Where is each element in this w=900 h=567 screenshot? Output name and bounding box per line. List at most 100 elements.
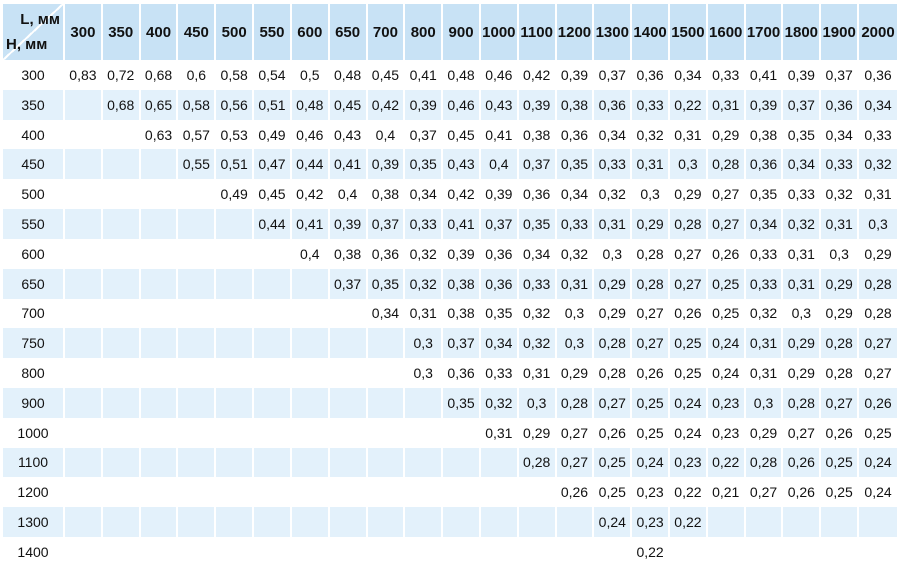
table-cell: 0,51 [254,89,292,120]
table-cell: 0,27 [632,298,670,329]
table-cell: 0,25 [864,424,892,441]
table-cell: 0,26 [557,477,595,508]
table-cell [670,537,708,567]
table-cell: 0,24 [859,447,897,478]
table-cell [405,537,444,567]
table-cell: 0,38 [368,179,406,210]
table-row: 1300 0,24 0,23 0,22 [3,507,897,537]
table-cell: 0,43 [443,149,481,180]
column-header: 1900 [821,4,860,60]
table-cell: 0,44 [254,209,292,239]
column-header: 1100 [518,4,557,60]
table-cell: 0,39 [443,238,481,269]
table-cell [65,268,103,299]
table-body: 300 0,83 0,72 0,68 0,6 0,58 0,54 0,5 0,48 0,45 0,4… [3,60,897,567]
table-cell: 0,58 [216,60,255,90]
table-cell: 0,24 [708,358,746,388]
table-cell: 0,4 [292,238,330,269]
table-cell [140,209,179,239]
table-cell [368,417,406,448]
table-cell: 0,29 [864,245,892,262]
table-cell [178,238,217,269]
table-cell: 0,37 [783,89,822,120]
table-cell: 0,33 [708,60,746,90]
table-cell [368,477,406,508]
row-label: 1200 [3,477,65,508]
table-cell: 0,38 [556,89,595,120]
table-cell [405,387,444,418]
table-cell: 0,46 [481,60,519,90]
table-cell: 0,28 [594,358,633,388]
table-cell: 0,34 [519,238,557,269]
table-cell: 0,33 [556,209,595,239]
table-cell: 0,27 [746,477,784,508]
table-cell: 0,33 [821,149,860,180]
table-row: 1000 0,31 0,29 0,27 0,26 0,25 0,24 0,23 0,29 0,27… [3,417,897,448]
table-cell: 0,32 [557,238,595,269]
table-cell: 0,39 [481,179,519,210]
table-cell: 0,22 [632,537,670,567]
table-cell [443,417,481,448]
row-axis-label: Н, мм [6,36,48,53]
table-cell: 0,28 [632,268,670,299]
table-cell [178,179,217,210]
table-cell: 0,28 [783,387,822,418]
column-header: 2000 [859,4,897,60]
table-cell: 0,68 [102,89,141,120]
table-cell: 0,32 [594,179,633,210]
table-row: 500 0,49 0,45 0,42 0,4 0,38 0,34 0,42 0,39 0,36 0,… [3,179,897,210]
table-cell [141,417,179,448]
table-cell [216,387,255,418]
table-cell: 0,49 [254,119,292,150]
row-label: 600 [3,238,65,269]
table-cell: 0,4 [368,119,406,150]
table-cell [292,298,330,329]
table-cell: 0,27 [632,328,670,359]
table-cell: 0,25 [821,447,860,478]
row-label: 300 [3,60,65,90]
table-cell [707,507,746,537]
table-cell [140,387,179,418]
table-cell: 0,25 [821,477,860,508]
table-cell [783,537,822,567]
table-cell: 0,27 [670,238,708,269]
table-row: 1400 0,22 [3,537,897,567]
table-cell: 0,29 [594,298,633,329]
table-cell [330,477,368,508]
table-cell: 0,25 [707,268,746,299]
table-cell: 0,36 [368,238,406,269]
table-cell: 0,47 [254,149,292,180]
table-cell: 0,22 [670,477,708,508]
table-cell: 0,3 [745,387,784,418]
table-cell: 0,33 [746,238,784,269]
table-cell [330,358,368,388]
table-cell: 0,26 [708,238,746,269]
table-cell [178,268,217,299]
table-cell: 0,32 [405,268,444,299]
row-label: 500 [3,179,65,210]
table-cell: 0,5 [292,60,330,90]
table-cell: 0,35 [556,149,595,180]
table-cell [103,119,141,150]
table-cell [254,387,292,418]
table-cell: 0,39 [367,149,406,180]
table-cell: 0,39 [557,60,595,90]
table-cell [65,119,103,150]
table-cell: 0,23 [708,417,746,448]
table-cell [102,328,141,359]
row-label: 650 [3,268,65,299]
table-cell [443,447,481,478]
table-cell [140,268,179,299]
table-cell [141,238,179,269]
table-cell: 0,38 [443,268,481,299]
table-cell: 0,26 [859,387,897,418]
table-cell [783,507,822,537]
column-header: 400 [140,4,179,60]
table-cell: 0,72 [103,60,141,90]
table-cell: 0,24 [670,417,708,448]
column-header: 900 [443,4,481,60]
table-cell: 0,25 [708,298,746,329]
table-cell: 0,35 [481,298,519,329]
table-cell: 0,32 [746,298,784,329]
table-cell: 0,36 [594,89,633,120]
